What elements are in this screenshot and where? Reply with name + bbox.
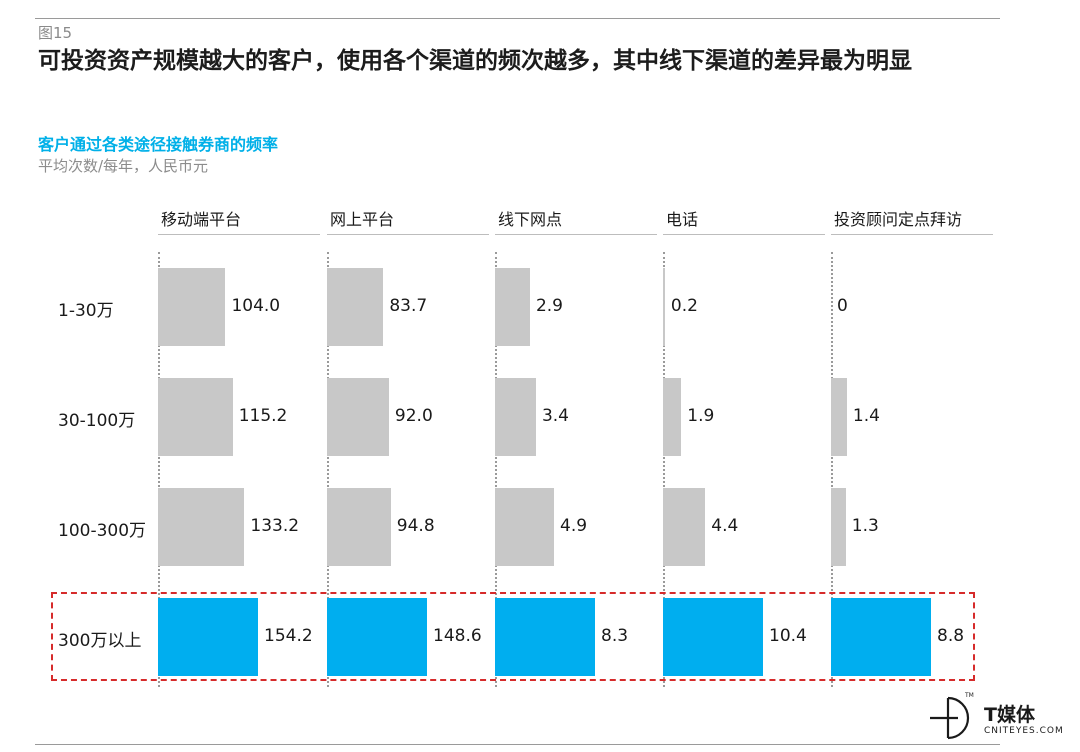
- data-label: 8.3: [601, 626, 629, 646]
- highlight-box: [51, 592, 975, 681]
- row-label: 1-30万: [58, 301, 114, 321]
- row-label: 100-300万: [58, 521, 147, 541]
- data-label: 1.3: [851, 516, 879, 536]
- top-rule: [35, 18, 1000, 19]
- data-label: 133.2: [250, 516, 300, 536]
- bar: [831, 488, 846, 566]
- logo-domain: CNITEYES.COM: [984, 726, 1064, 736]
- data-label: 1.9: [687, 406, 715, 426]
- logo-tm: TM: [965, 692, 974, 699]
- bar: [158, 488, 245, 566]
- row-label: 300万以上: [58, 631, 142, 651]
- column-axis: [495, 252, 497, 687]
- data-label: 148.6: [433, 626, 482, 646]
- bar: [663, 378, 682, 456]
- column-axis: [158, 252, 160, 687]
- data-label: 1.4: [852, 406, 880, 426]
- data-label: 4.4: [711, 516, 739, 536]
- row-label: 30-100万: [58, 411, 136, 431]
- bar: [327, 598, 427, 676]
- column-underline: [158, 234, 320, 235]
- column-header: 网上平台: [330, 210, 395, 229]
- data-label: 83.7: [389, 296, 428, 316]
- data-label: 0: [837, 296, 848, 316]
- data-label: 104.0: [231, 296, 281, 316]
- chart-title: 客户通过各类途径接触券商的频率: [38, 135, 279, 154]
- column-axis: [663, 252, 665, 687]
- bar: [327, 488, 391, 566]
- data-label: 94.8: [396, 516, 435, 536]
- bar: [327, 378, 389, 456]
- column-underline: [831, 234, 993, 235]
- bar: [495, 488, 555, 566]
- bar: [663, 488, 706, 566]
- page-title: 可投资资产规模越大的客户，使用各个渠道的频次越多，其中线下渠道的差异最为明显: [38, 48, 912, 74]
- bar: [158, 378, 233, 456]
- chart-subtitle: 平均次数/每年，人民币元: [38, 157, 209, 175]
- column-underline: [327, 234, 489, 235]
- column-axis: [831, 252, 833, 687]
- bar: [158, 268, 226, 346]
- bar: [327, 268, 384, 346]
- bar: [158, 598, 258, 676]
- data-label: 0.2: [670, 296, 698, 316]
- column-axis: [327, 252, 329, 687]
- data-label: 92.0: [394, 406, 433, 426]
- data-label: 4.9: [560, 516, 588, 536]
- figure-number: 图15: [38, 24, 73, 42]
- data-label: 10.4: [769, 626, 807, 646]
- bottom-rule: [35, 744, 1000, 745]
- column-header: 移动端平台: [161, 210, 242, 229]
- bar: [831, 378, 847, 456]
- logo-name: T媒体: [984, 704, 1035, 726]
- bar: [663, 268, 665, 346]
- bar: [495, 268, 530, 346]
- column-header: 投资顾问定点拜访: [834, 210, 963, 229]
- data-label: 2.9: [535, 296, 563, 316]
- column-header: 线下网点: [498, 210, 563, 229]
- bar: [663, 598, 763, 676]
- data-label: 3.4: [541, 406, 569, 426]
- data-label: 115.2: [238, 406, 288, 426]
- brand-logo: TM T媒体 CNITEYES.COM: [928, 692, 1068, 744]
- bar: [495, 378, 536, 456]
- data-label: 154.2: [264, 626, 313, 646]
- bar: [495, 598, 595, 676]
- logo-mark-icon: [930, 696, 970, 740]
- column-underline: [663, 234, 825, 235]
- column-header: 电话: [666, 210, 699, 229]
- data-label: 8.8: [937, 626, 965, 646]
- column-underline: [495, 234, 657, 235]
- bar: [831, 598, 931, 676]
